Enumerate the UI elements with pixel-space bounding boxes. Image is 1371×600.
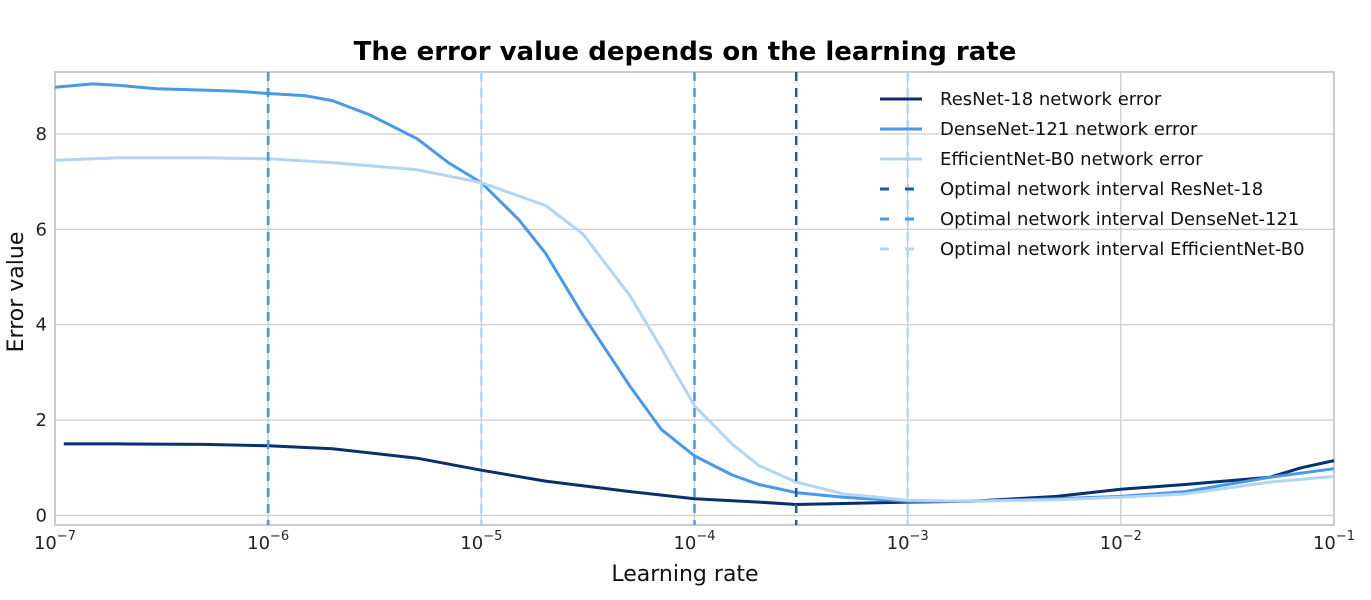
legend: ResNet-18 network error DenseNet-121 netw…: [880, 89, 1305, 260]
x-tick-label: 10−2: [1100, 529, 1142, 554]
y-axis-label: Error value: [4, 232, 29, 353]
x-tick-label: 10−4: [673, 529, 715, 554]
series-line-1: [63, 442, 1335, 506]
x-tick-label: 10−5: [460, 529, 502, 554]
y-tick-label: 0: [36, 505, 47, 526]
legend-entry-label: DenseNet-121 network error: [940, 119, 1198, 140]
series-line-3: [54, 156, 1335, 503]
legend-entry-label: Optimal network interval ResNet-18: [940, 179, 1263, 200]
y-tick-label: 8: [36, 124, 47, 145]
y-tick-label: 4: [36, 315, 47, 336]
legend-entry-label: Optimal network interval EfficientNet-B0: [940, 239, 1305, 260]
x-tick-label: 10−7: [34, 529, 76, 554]
chart-title: The error value depends on the learning …: [354, 37, 1017, 67]
legend-entry-label: ResNet-18 network error: [940, 89, 1162, 110]
x-tick-label: 10−1: [1313, 529, 1355, 554]
y-tick-label: 6: [36, 219, 47, 240]
x-tick-label: 10−3: [887, 529, 929, 554]
y-tick-label: 2: [36, 410, 47, 431]
x-tick-label: 10−6: [247, 529, 289, 554]
legend-entry-label: EfficientNet-B0 network error: [940, 149, 1203, 170]
x-axis-label: Learning rate: [611, 562, 758, 587]
legend-entry-label: Optimal network interval DenseNet-121: [940, 209, 1299, 230]
plot-area: 0 2 4 6 8 10−7 10−6 10−5 10−4 10−3 10−2 10−1: [34, 71, 1355, 554]
